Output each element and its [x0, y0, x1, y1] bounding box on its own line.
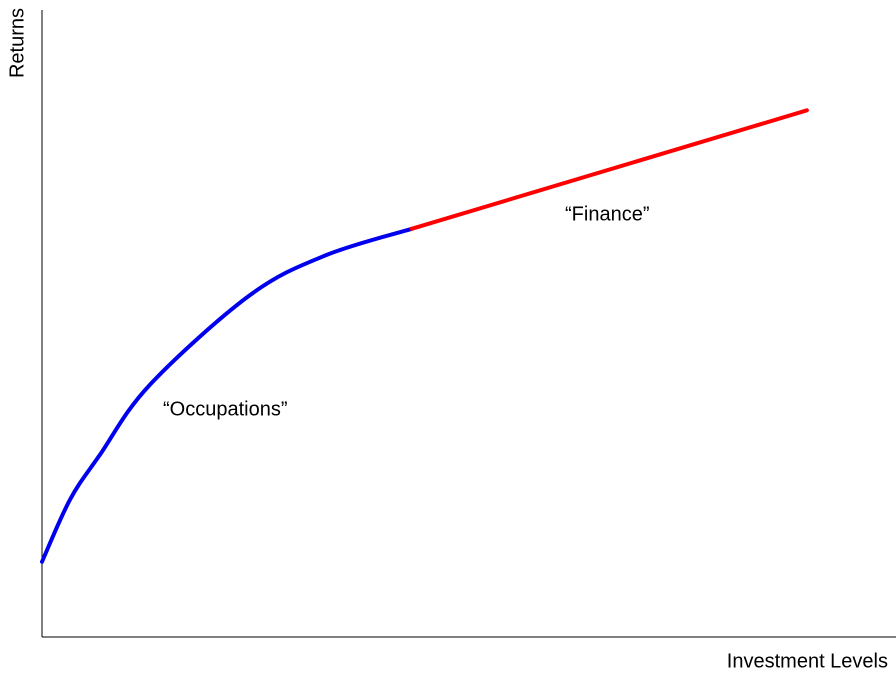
- y-axis-label: Returns: [6, 8, 28, 78]
- x-axis-label: Investment Levels: [727, 650, 888, 672]
- series-line: [40, 226, 414, 564]
- annotation: “Finance”: [565, 203, 649, 225]
- series-line: [409, 108, 809, 231]
- annotation: “Occupations”: [163, 398, 288, 420]
